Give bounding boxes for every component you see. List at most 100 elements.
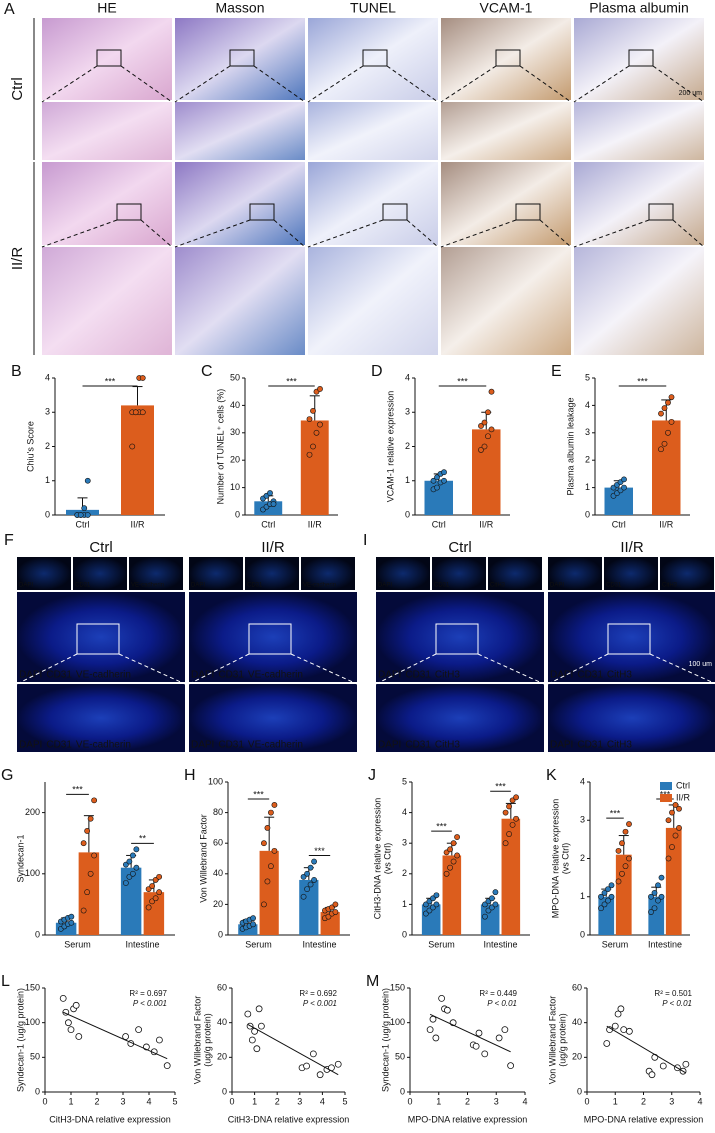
x-tick-label: 0 (407, 1096, 412, 1106)
data-point (658, 446, 664, 453)
merge-label: DAPI (378, 740, 401, 751)
trend-line (429, 1013, 511, 1053)
data-point (661, 440, 668, 447)
data-point (156, 889, 163, 896)
x-tick-label: Ctrl (432, 519, 446, 529)
data-point (475, 1029, 483, 1037)
high-mag-image (42, 102, 172, 160)
y-axis-label: Von Willebrand Factor (198, 814, 208, 903)
data-point (488, 388, 495, 395)
data-point (250, 921, 256, 928)
data-point (495, 1034, 503, 1042)
data-point (271, 847, 278, 854)
panel-letter: L (1, 973, 10, 990)
y-axis-label: Syndecan-1 (ug/g protein) (15, 988, 25, 1092)
y-tick-label: 150 (25, 982, 40, 992)
data-point (605, 897, 611, 904)
data-point (300, 893, 307, 900)
channel-image (73, 557, 127, 590)
x-tick-label: 5 (342, 1096, 347, 1106)
x-tick-label: Serum (602, 939, 629, 949)
channel-image (376, 557, 430, 590)
merged-image (376, 592, 544, 682)
zoom-line (649, 653, 715, 685)
bar (143, 892, 165, 935)
data-point (655, 882, 661, 889)
data-point (619, 870, 625, 877)
data-point (87, 815, 94, 822)
y-tick-label: 5 (402, 776, 407, 786)
channel-label: CitH3 (662, 583, 678, 589)
data-point (658, 893, 665, 900)
data-point (665, 399, 671, 406)
data-point (489, 895, 495, 902)
merge-label: DAPI (19, 740, 42, 751)
low-mag-image (175, 162, 305, 245)
group-header: Ctrl (448, 539, 471, 556)
merge-label: CD31 (405, 740, 431, 751)
x-tick-label: 1 (613, 1096, 618, 1106)
merge-label: CD31 (46, 670, 72, 681)
data-point (676, 805, 682, 812)
y-tick-label: 0 (402, 929, 407, 939)
zoom-line (174, 65, 231, 103)
y-axis-label: (vs Ctrl) (560, 843, 570, 875)
r-squared-label: R² = 0.692 (299, 989, 337, 998)
data-point (433, 892, 440, 899)
significance-label: *** (495, 782, 506, 792)
data-point (601, 890, 608, 896)
group-header: II/R (620, 539, 644, 556)
high-mag-image (548, 684, 715, 752)
y-tick-label: 1 (405, 475, 410, 485)
significance-label: ** (139, 834, 147, 844)
significance-label: *** (286, 376, 297, 386)
bar (55, 922, 77, 935)
group-header: II/R (261, 539, 285, 556)
data-point (507, 1062, 515, 1070)
merged-image (189, 592, 357, 682)
y-tick-label: 150 (390, 982, 405, 992)
bar (299, 879, 319, 935)
y-tick-label: 50 (230, 372, 240, 382)
data-point (668, 394, 675, 401)
data-point (626, 855, 632, 862)
data-point (621, 484, 627, 491)
y-tick-label: 3 (405, 407, 410, 417)
bar (501, 818, 521, 935)
x-tick-label: 2 (275, 1096, 280, 1106)
y-tick-label: 4 (585, 400, 590, 410)
channel-label: DAPI (378, 583, 392, 589)
high-mag-image (574, 102, 704, 160)
y-axis-label: (vs Ctrl) (382, 843, 392, 875)
legend-label: II/R (676, 792, 691, 802)
merge-label: CitH3 (607, 670, 632, 681)
y-axis-label: Syndecan-1 (15, 834, 25, 882)
data-point (152, 895, 159, 902)
data-point (506, 831, 512, 837)
data-point (668, 418, 675, 425)
x-tick-label: Ctrl (612, 519, 626, 529)
data-point (91, 852, 98, 859)
y-axis-label: VCAM-1 relative expression (385, 391, 395, 503)
data-point (267, 490, 273, 496)
y-tick-label: 4 (580, 776, 585, 786)
channel-label: CD31 (606, 583, 622, 589)
data-point (264, 878, 271, 885)
zoom-line (573, 65, 630, 103)
y-tick-label: 20 (213, 899, 223, 909)
bar (121, 405, 154, 515)
x-tick-label: II/R (308, 519, 323, 529)
y-tick-label: 200 (25, 807, 40, 817)
y-axis-label: Von Willebrand Factor (547, 996, 557, 1085)
data-point (155, 1036, 163, 1044)
y-axis-label: Von Willebrand Factor (192, 996, 202, 1085)
data-point (84, 828, 91, 834)
data-point (261, 840, 267, 847)
column-header: VCAM-1 (480, 0, 533, 16)
data-point (501, 1026, 509, 1033)
y-tick-label: 0 (35, 929, 40, 939)
x-tick-label: Ctrl (261, 519, 275, 529)
merge-label: DAPI (550, 670, 573, 681)
y-tick-label: 0 (585, 509, 590, 519)
r-squared-label: R² = 0.501 (654, 989, 692, 998)
